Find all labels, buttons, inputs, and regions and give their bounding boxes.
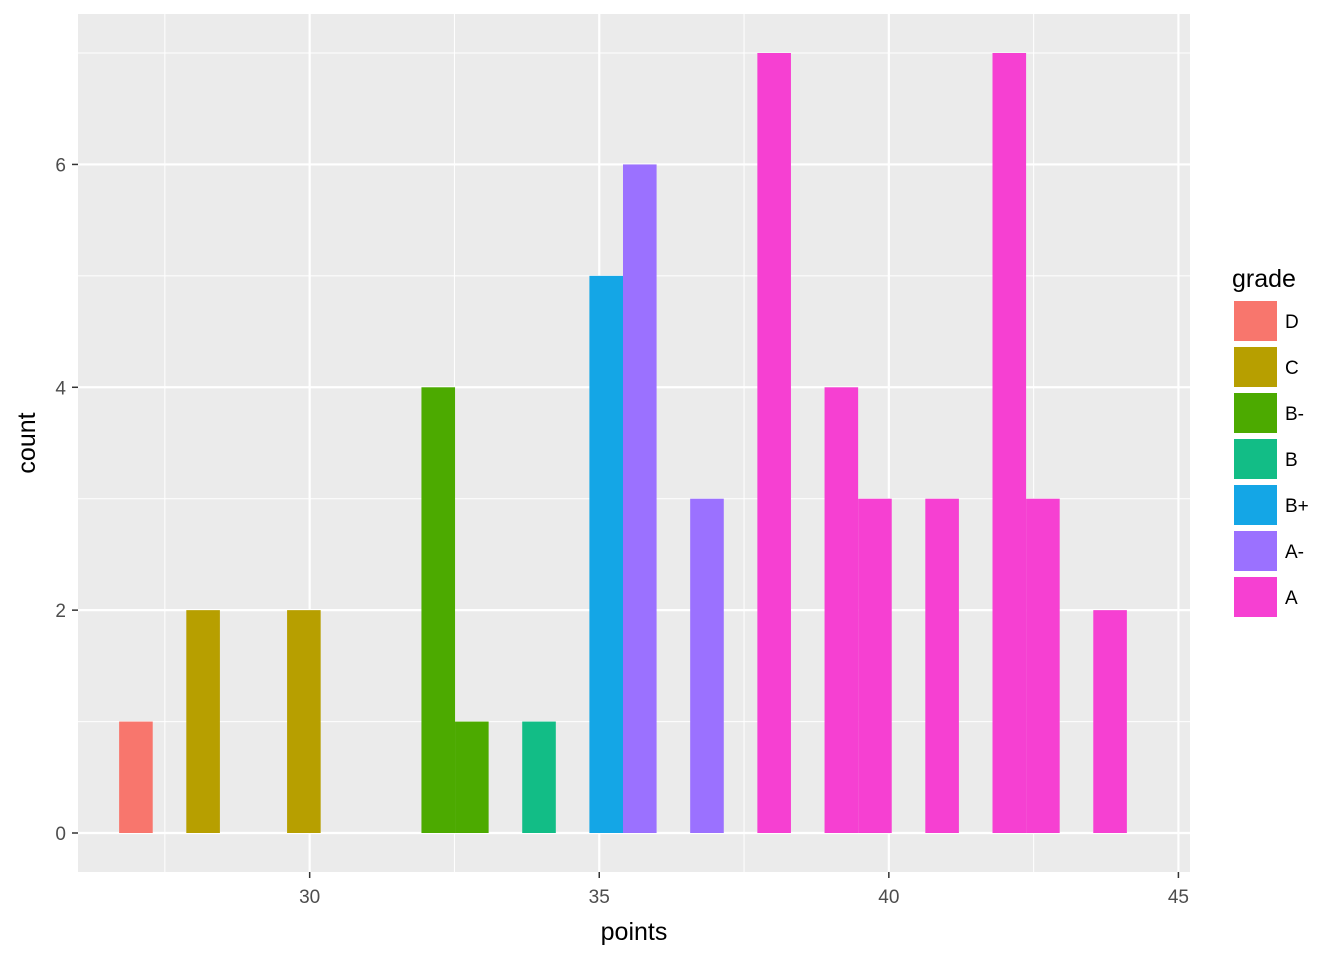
legend-label: A- bbox=[1285, 542, 1304, 563]
bar-bminus bbox=[455, 721, 489, 833]
bar-a bbox=[925, 498, 959, 833]
y-axis: 0 2 4 6 bbox=[55, 155, 78, 845]
legend-label: D bbox=[1285, 312, 1299, 333]
x-axis: 30 35 40 45 bbox=[299, 872, 1189, 908]
legend-label: B bbox=[1285, 450, 1298, 471]
legend-label: B+ bbox=[1285, 496, 1309, 517]
y-tick-label: 2 bbox=[55, 601, 66, 622]
bar-aminus bbox=[622, 164, 657, 833]
bar-a bbox=[757, 53, 791, 833]
legend-key bbox=[1234, 439, 1277, 479]
y-tick-label: 6 bbox=[55, 155, 66, 176]
bar-bplus bbox=[589, 275, 623, 833]
legend-key bbox=[1234, 347, 1277, 387]
legend: grade D C B- B B+ A- A bbox=[1232, 265, 1309, 617]
bar-b bbox=[522, 721, 556, 833]
x-tick-label: 45 bbox=[1168, 887, 1189, 908]
legend-key bbox=[1234, 301, 1277, 341]
bar-c bbox=[287, 610, 321, 833]
bar-a bbox=[1026, 498, 1060, 833]
legend-title: grade bbox=[1232, 265, 1296, 293]
bar-a bbox=[858, 498, 892, 833]
bar-d bbox=[119, 721, 153, 833]
legend-key bbox=[1234, 393, 1277, 433]
bar-aminus bbox=[690, 498, 724, 833]
legend-key bbox=[1234, 531, 1277, 571]
bar-a bbox=[824, 387, 859, 833]
legend-key bbox=[1234, 577, 1277, 617]
y-tick-label: 0 bbox=[55, 824, 66, 845]
x-axis-title: points bbox=[601, 918, 668, 946]
x-tick-label: 30 bbox=[299, 887, 320, 908]
bar-a bbox=[1093, 610, 1127, 833]
bar-bminus bbox=[421, 387, 456, 833]
legend-label: B- bbox=[1285, 404, 1304, 425]
legend-key bbox=[1234, 485, 1277, 525]
bar-a bbox=[992, 53, 1027, 833]
y-axis-title: count bbox=[13, 412, 41, 473]
y-tick-label: 4 bbox=[55, 378, 66, 399]
x-tick-label: 40 bbox=[878, 887, 899, 908]
x-tick-label: 35 bbox=[589, 887, 610, 908]
bar-c bbox=[186, 610, 220, 833]
legend-label: A bbox=[1285, 588, 1298, 609]
bars bbox=[119, 53, 1127, 833]
legend-label: C bbox=[1285, 358, 1299, 379]
